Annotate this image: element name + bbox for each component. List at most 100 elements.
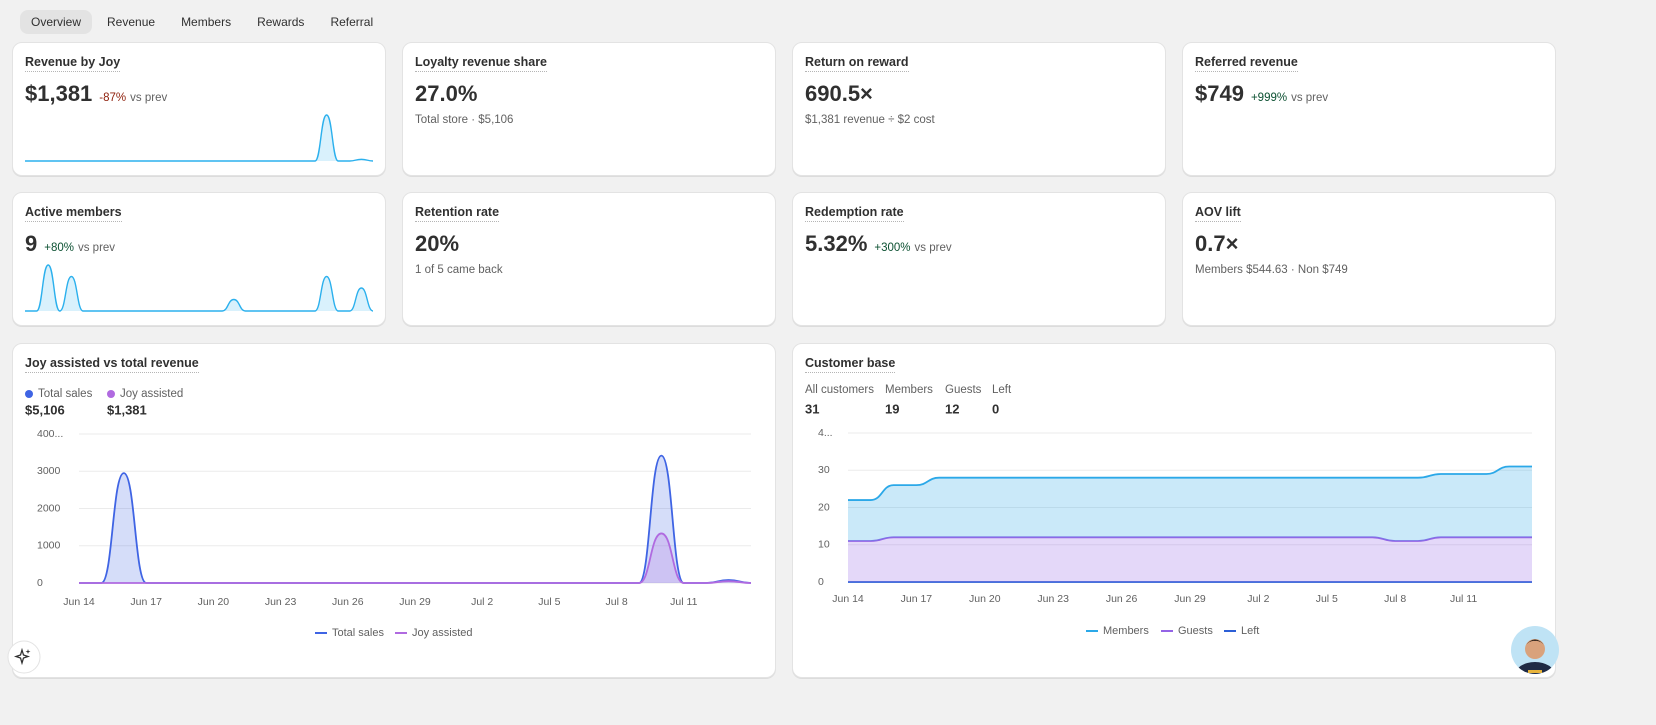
kpi-row: 20%	[415, 231, 459, 257]
legend-label: Left	[1241, 625, 1259, 637]
legend-label: Total sales	[38, 388, 93, 400]
sparkline	[25, 114, 374, 162]
tab[interactable]: Referral	[330, 15, 374, 29]
x-tick-label: Jun 14	[832, 593, 864, 605]
series-total: $1,381	[107, 402, 147, 417]
tab[interactable]: Revenue	[107, 15, 156, 29]
kpi-row: 0.7×	[1195, 231, 1238, 257]
kpi-value: $1,381	[25, 81, 93, 106]
kpi-title: Referred revenue	[1195, 55, 1298, 72]
sparkline-line	[25, 264, 374, 312]
x-tick-label: Jul 2	[1247, 593, 1269, 605]
kpi-title: Active members	[25, 205, 122, 222]
kpi-row: 690.5×	[805, 81, 873, 107]
kpi-title: Redemption rate	[805, 205, 904, 222]
y-tick-label: 400...	[37, 428, 63, 440]
series-line	[79, 532, 752, 584]
legend-label: Total sales	[332, 627, 384, 639]
x-tick-label: Jun 29	[399, 596, 431, 608]
kpi-value: 9	[25, 231, 38, 256]
kpi-note: $1,381 revenue ÷ $2 cost	[805, 114, 935, 126]
kpi-title: AOV lift	[1195, 205, 1241, 222]
kpi-card: Loyalty revenue share 27.0% Total store · …	[402, 42, 776, 176]
kpi-card: Active members 9 +80% vs prev	[12, 192, 386, 326]
x-tick-label: Jul 2	[471, 596, 493, 608]
kpi-row: $1,381 -87% vs prev	[25, 81, 167, 107]
chart-card: Customer base All customers 31 Members 19 Gue…	[792, 343, 1556, 678]
series-total: $5,106	[25, 402, 65, 417]
kpi-note: 1 of 5 came back	[415, 264, 503, 276]
legend-dot	[25, 390, 33, 398]
kpi-comparison: vs prev	[77, 242, 116, 254]
y-tick-label: 20	[818, 501, 830, 513]
sparkline-area	[25, 265, 373, 311]
x-tick-label: Jul 8	[1384, 593, 1406, 605]
y-tick-label: 0	[818, 576, 824, 588]
kpi-value: $749	[1195, 81, 1244, 106]
x-tick-label: Jul 5	[1316, 593, 1338, 605]
y-tick-label: 1000	[37, 540, 61, 552]
avatar[interactable]	[1510, 625, 1560, 675]
chart-title: Customer base	[805, 356, 896, 373]
tab[interactable]: Rewards	[257, 15, 305, 29]
kpi-row: 27.0%	[415, 81, 477, 107]
x-tick-label: Jun 14	[63, 596, 95, 608]
chart-title: Joy assisted vs total revenue	[25, 356, 199, 373]
tab[interactable]: Members	[181, 15, 232, 29]
kpi-card: Retention rate 20% 1 of 5 came back	[402, 192, 776, 326]
sparkline-line	[25, 114, 374, 162]
y-tick-label: 4...	[818, 427, 833, 439]
kpi-card: Revenue by Joy $1,381 -87% vs prev	[12, 42, 386, 176]
kpi-card: AOV lift 0.7× Members $544.63 · Non $749	[1182, 192, 1556, 326]
chart: All customers 31 Members 19 Guests 12 Left 0 0 10…	[805, 384, 1533, 637]
kpi-value: 690.5×	[805, 81, 873, 106]
x-tick-label: Jun 26	[1106, 593, 1138, 605]
chart-card: Joy assisted vs total revenue Total sales…	[12, 343, 776, 678]
x-tick-label: Jun 17	[901, 593, 933, 605]
kpi-change: +999%	[1250, 92, 1288, 104]
x-tick-label: Jun 29	[1174, 593, 1206, 605]
series-line	[848, 465, 1532, 501]
x-tick-label: Jul 5	[538, 596, 560, 608]
legend-dot	[107, 390, 115, 398]
x-tick-label: Jun 23	[1037, 593, 1069, 605]
y-tick-label: 3000	[37, 465, 61, 477]
x-tick-label: Jun 17	[130, 596, 162, 608]
kpi-title: Return on reward	[805, 55, 909, 72]
kpi-note: Total store · $5,106	[415, 114, 514, 126]
y-tick-label: 30	[818, 464, 830, 476]
y-tick-label: 10	[818, 539, 830, 551]
kpi-comparison: vs prev	[1291, 92, 1329, 104]
kpi-title: Revenue by Joy	[25, 55, 121, 72]
chart: Total sales $5,106 Joy assisted $1,381 0 1000…	[25, 388, 752, 639]
kpi-change: +300%	[874, 242, 911, 254]
legend-label: Joy assisted	[412, 627, 473, 639]
legend-label: Members	[1103, 625, 1149, 637]
kpi-title: Retention rate	[415, 205, 500, 222]
stat-label: Members	[885, 384, 933, 396]
tab[interactable]: Overview	[20, 10, 93, 34]
kpi-row: 5.32% +300% vs prev	[805, 231, 952, 257]
kpi-note: Members $544.63 · Non $749	[1195, 264, 1348, 276]
assistant-button[interactable]	[6, 639, 42, 675]
kpi-value: 5.32%	[805, 231, 868, 256]
kpi-row: 9 +80% vs prev	[25, 231, 115, 257]
stat-value: 0	[992, 401, 999, 416]
series-area	[848, 466, 1532, 542]
x-tick-label: Jul 11	[670, 596, 697, 608]
stat-label: All customers	[805, 384, 874, 396]
y-tick-label: 0	[37, 577, 43, 589]
tab-bar: Overview Revenue Members Rewards Referral	[20, 10, 384, 34]
x-tick-label: Jun 23	[265, 596, 297, 608]
kpi-comparison: vs prev	[130, 92, 168, 104]
legend-label: Guests	[1178, 625, 1213, 637]
sparkline	[25, 264, 374, 312]
kpi-comparison: vs prev	[914, 242, 952, 254]
kpi-value: 20%	[415, 231, 460, 256]
stat-value: 12	[945, 401, 959, 416]
kpi-change: +80%	[44, 242, 74, 254]
stat-value: 19	[885, 401, 899, 416]
x-tick-label: Jul 11	[1450, 593, 1477, 605]
y-tick-label: 2000	[37, 502, 61, 514]
